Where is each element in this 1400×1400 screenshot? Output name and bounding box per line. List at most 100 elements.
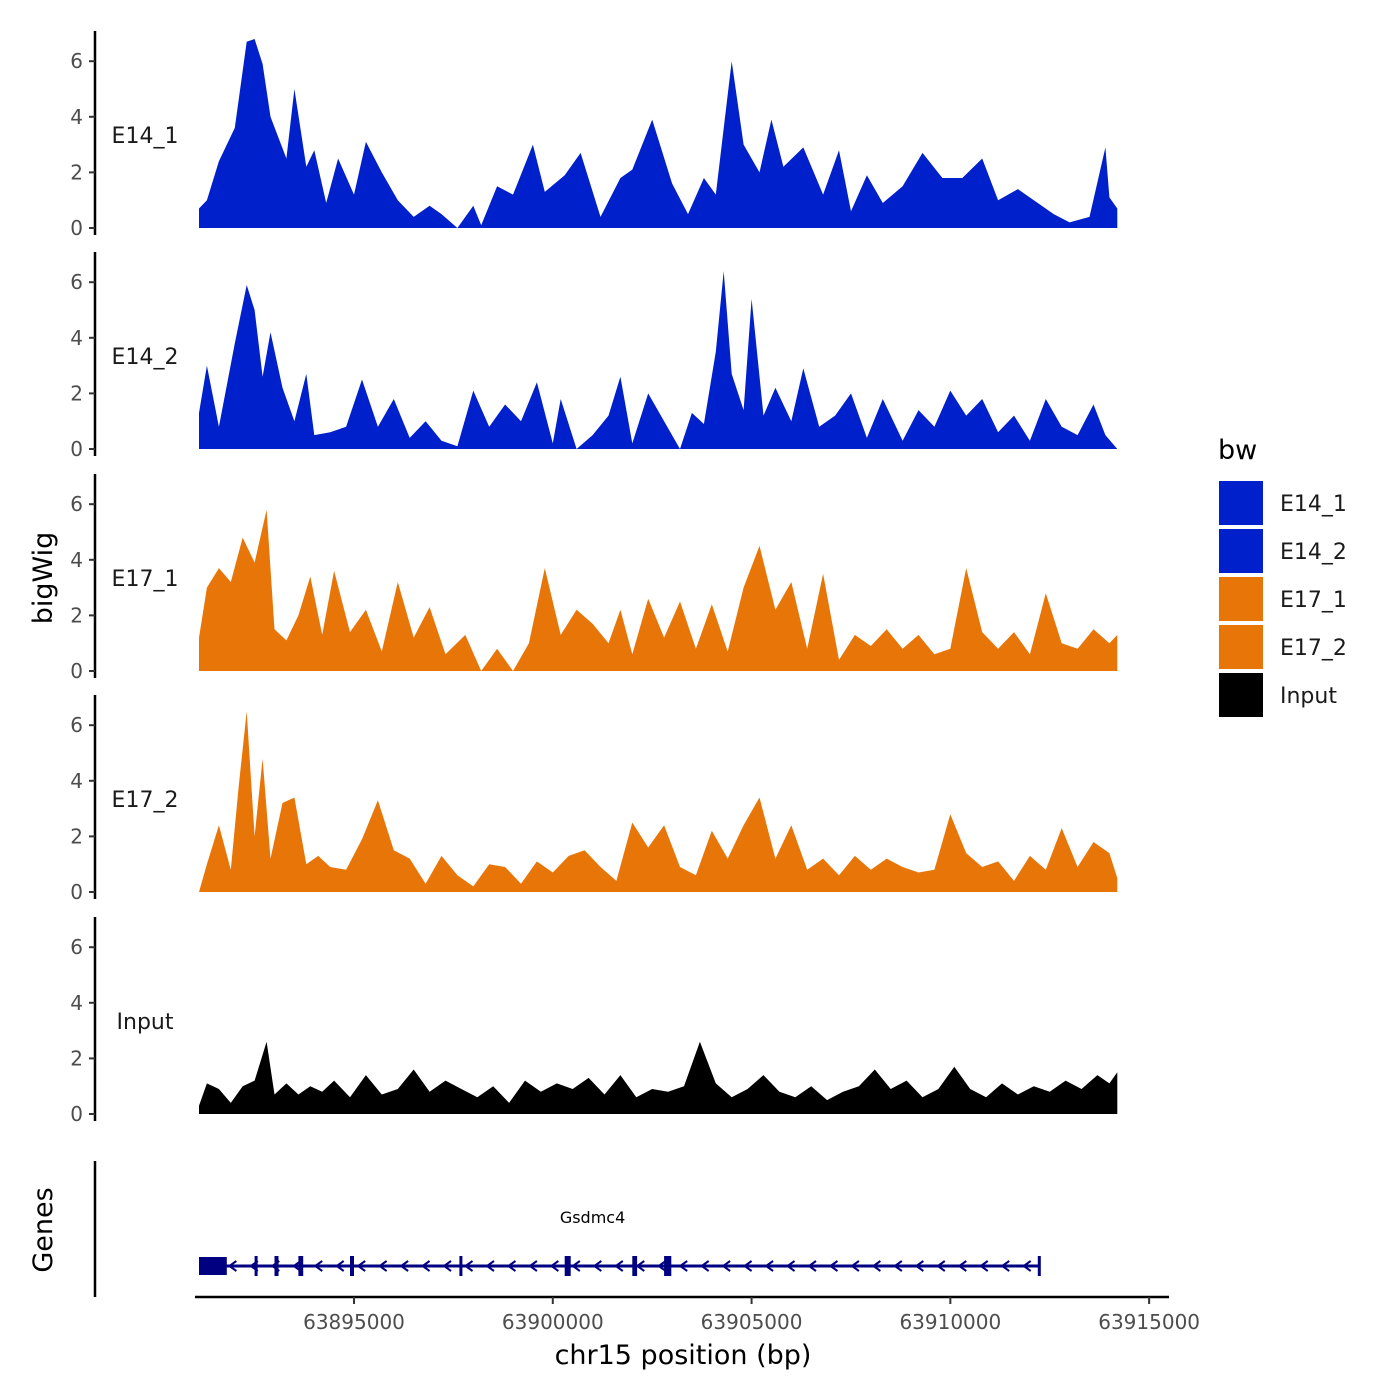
- x-tick-label: 63915000: [1098, 1310, 1200, 1334]
- strand-arrow: [893, 1260, 903, 1272]
- panel-Input: 0 2 4 6 Input: [70, 917, 1118, 1126]
- legend-label: E17_2: [1280, 636, 1347, 661]
- strand-arrow: [571, 1260, 581, 1272]
- legend-swatch: [1219, 673, 1263, 717]
- panel-label: E17_1: [112, 567, 179, 592]
- x-axis: 63895000 63900000 63905000 63910000 63915000: [195, 1295, 1200, 1334]
- panel-E14_2: 0 2 4 6 E14_2: [70, 252, 1118, 461]
- gene-exon: [564, 1256, 571, 1276]
- area-E14_1: [199, 39, 1118, 228]
- strand-arrow: [377, 1260, 388, 1272]
- legend-title: bw: [1218, 435, 1257, 466]
- gene-exon: [254, 1256, 258, 1276]
- strand-arrow: [785, 1260, 796, 1272]
- legend-swatch: [1219, 529, 1263, 573]
- gene-exon: [199, 1257, 227, 1275]
- y-tick-label: 0: [70, 880, 83, 904]
- y-tick-label: 6: [70, 270, 83, 294]
- legend-swatch: [1219, 577, 1263, 621]
- strand-arrow: [914, 1260, 924, 1272]
- track-panels: 0 2 4 6 E14_1 0 2 4 6 E14_2 0 2 4 6 E17_1 0 2 4 6 E17_2 0 2 4 6…: [70, 31, 1118, 1126]
- strand-arrow: [420, 1260, 431, 1272]
- strand-arrow: [871, 1260, 881, 1272]
- gene-exon: [274, 1256, 279, 1276]
- x-tick-label: 63900000: [502, 1310, 604, 1334]
- strand-arrow: [313, 1260, 323, 1272]
- y-tick-label: 2: [70, 160, 83, 184]
- gene-exon: [459, 1256, 463, 1276]
- strand-arrow: [528, 1260, 538, 1272]
- gene-name-label: Gsdmc4: [560, 1208, 625, 1227]
- y-tick-label: 0: [70, 1102, 83, 1126]
- legend-label: E17_1: [1280, 588, 1347, 613]
- legend-swatch: [1219, 625, 1263, 669]
- gene-exon: [298, 1256, 304, 1276]
- legend-swatch: [1219, 481, 1263, 525]
- y-tick-label: 4: [70, 548, 83, 572]
- panel-label: E14_2: [112, 345, 179, 370]
- y-tick-label: 2: [70, 381, 83, 405]
- y-tick-label: 4: [70, 769, 83, 793]
- strand-arrow: [850, 1260, 860, 1272]
- x-tick-label: 63910000: [899, 1310, 1001, 1334]
- panel-label: E17_2: [112, 788, 179, 813]
- y-tick-label: 4: [70, 326, 83, 350]
- area-E17_2: [199, 711, 1118, 892]
- strand-arrow: [614, 1260, 624, 1272]
- strand-arrow: [506, 1260, 517, 1272]
- panel-label: E14_1: [112, 124, 179, 149]
- legend-label: E14_1: [1280, 492, 1347, 517]
- strand-arrow: [657, 1260, 667, 1272]
- legend-label: E14_2: [1280, 540, 1347, 565]
- strand-arrow: [678, 1260, 688, 1272]
- strand-arrow: [227, 1260, 237, 1272]
- y-tick-label: 0: [70, 659, 83, 683]
- y-tick-label: 0: [70, 216, 83, 240]
- strand-arrow: [399, 1260, 409, 1272]
- strand-arrow: [442, 1260, 452, 1272]
- legend: bw E14_1 E14_2 E17_1 E17_2 Input: [1218, 435, 1347, 717]
- strand-arrow: [699, 1260, 710, 1272]
- y-axis-title: bigWig: [28, 532, 59, 625]
- area-E17_1: [199, 509, 1118, 671]
- y-tick-label: 6: [70, 935, 83, 959]
- strand-arrow: [1000, 1260, 1010, 1272]
- strand-arrow: [549, 1260, 559, 1272]
- y-tick-label: 0: [70, 437, 83, 461]
- gene-exon: [664, 1256, 672, 1276]
- strand-arrow: [485, 1260, 495, 1272]
- y-tick-label: 6: [70, 492, 83, 516]
- gene-exon: [1037, 1256, 1041, 1276]
- strand-arrow: [828, 1260, 839, 1272]
- legend-label: Input: [1280, 684, 1337, 709]
- area-Input: [199, 1041, 1118, 1114]
- strand-arrow: [742, 1260, 753, 1272]
- strand-arrow: [463, 1260, 474, 1272]
- y-tick-label: 2: [70, 824, 83, 848]
- strand-arrow: [1021, 1260, 1032, 1272]
- gene-exon: [350, 1256, 354, 1276]
- y-tick-label: 4: [70, 991, 83, 1015]
- strand-arrow: [635, 1260, 645, 1272]
- panel-label: Input: [117, 1010, 174, 1035]
- strand-arrow: [334, 1260, 345, 1272]
- genes-axis-title: Genes: [28, 1187, 59, 1272]
- y-tick-label: 6: [70, 713, 83, 737]
- strand-arrow: [592, 1260, 602, 1272]
- strand-arrow: [807, 1260, 817, 1272]
- gene-exon: [632, 1256, 638, 1276]
- strand-arrow: [979, 1260, 989, 1272]
- x-axis-title: chr15 position (bp): [555, 1340, 812, 1371]
- y-tick-label: 2: [70, 1046, 83, 1070]
- x-tick-label: 63895000: [303, 1310, 405, 1334]
- strand-arrow: [721, 1260, 731, 1272]
- panel-E14_1: 0 2 4 6 E14_1: [70, 31, 1118, 240]
- x-tick-label: 63905000: [701, 1310, 803, 1334]
- y-tick-label: 2: [70, 603, 83, 627]
- area-E14_2: [199, 271, 1118, 449]
- y-tick-label: 6: [70, 49, 83, 73]
- panel-E17_1: 0 2 4 6 E17_1: [70, 474, 1118, 683]
- strand-arrow: [957, 1260, 967, 1272]
- y-tick-label: 4: [70, 105, 83, 129]
